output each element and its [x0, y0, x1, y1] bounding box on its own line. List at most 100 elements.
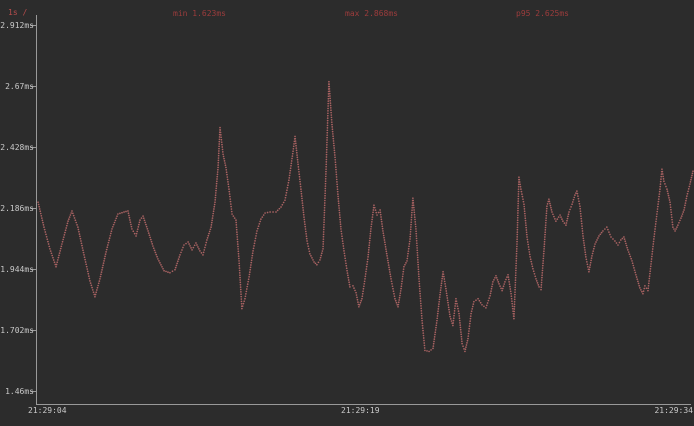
series-dot — [237, 252, 240, 255]
series-dot — [583, 244, 586, 247]
series-dot — [324, 182, 327, 185]
series-dot — [258, 222, 261, 225]
series-dot — [323, 223, 325, 226]
series-dot — [444, 285, 447, 288]
series-dot — [386, 255, 388, 257]
series-dot — [656, 205, 659, 208]
series-dot — [440, 282, 443, 285]
series-dot — [53, 261, 56, 264]
series-dot — [420, 305, 422, 307]
series-dot — [459, 324, 462, 327]
series-dot — [280, 206, 282, 208]
series-dot — [107, 244, 109, 246]
series-dot — [541, 264, 544, 267]
series-dot — [626, 246, 629, 249]
series-dot — [458, 317, 461, 320]
series-dot — [240, 291, 242, 293]
series-dot — [298, 173, 301, 176]
series-dot — [249, 268, 252, 271]
series-dot — [516, 228, 519, 231]
series-dot — [686, 192, 689, 195]
series-dot — [335, 178, 338, 181]
series-dot — [87, 272, 90, 275]
series-dot — [513, 308, 516, 310]
series-dot — [586, 261, 588, 263]
series-dot — [238, 271, 241, 274]
series-dot — [368, 242, 371, 244]
series-dot — [545, 210, 548, 212]
series-dot — [215, 187, 218, 190]
series-dot — [509, 288, 512, 290]
series-dot — [323, 214, 326, 216]
series-dot — [496, 278, 499, 281]
series-dot — [304, 225, 307, 228]
series-dot — [448, 311, 451, 313]
series-dot — [366, 260, 369, 263]
series-dot — [309, 253, 311, 255]
series-dot — [514, 291, 516, 294]
series-dot — [577, 197, 580, 200]
series-dot — [328, 83, 330, 85]
series-dot — [181, 249, 183, 251]
series-dot — [534, 275, 537, 278]
series-dot — [333, 151, 336, 154]
series-dot — [543, 240, 546, 243]
series-dot — [381, 227, 384, 230]
series-dot — [346, 269, 348, 272]
series-dot — [312, 259, 314, 261]
series-dot — [386, 257, 389, 260]
series-dot — [336, 188, 339, 191]
series-dot — [286, 189, 288, 192]
series-dot — [660, 173, 663, 176]
series-dot — [278, 207, 281, 210]
series-dot — [414, 225, 417, 228]
series-dot — [326, 122, 329, 124]
series-dot — [49, 250, 52, 252]
series-dot — [136, 230, 139, 233]
series-dot — [541, 274, 543, 277]
series-dot — [349, 286, 351, 288]
series-dot — [245, 290, 248, 293]
series-dot — [70, 212, 73, 214]
series-dot — [340, 230, 343, 233]
series-dot — [295, 144, 297, 147]
series-dot — [415, 232, 418, 235]
series-dot — [371, 216, 374, 218]
series-dot — [445, 292, 448, 295]
series-dot — [505, 278, 507, 281]
series-dot — [400, 287, 402, 290]
series-dot — [475, 299, 477, 302]
series-dot — [486, 302, 489, 304]
series-dot — [580, 220, 583, 222]
series-dot — [654, 223, 657, 225]
series-dot — [621, 237, 624, 240]
series-dot — [543, 245, 546, 248]
series-dot — [415, 239, 418, 242]
series-dot — [45, 233, 47, 236]
series-dot — [101, 268, 103, 271]
series-dot — [147, 230, 149, 232]
series-dot — [410, 221, 413, 224]
series-dot — [147, 232, 150, 234]
series-dot — [86, 270, 89, 273]
series-dot — [325, 165, 328, 168]
series-dot — [692, 170, 694, 173]
series-dot — [217, 164, 220, 166]
y-tick-label: 1.46ms — [5, 387, 34, 396]
series-dot — [240, 295, 243, 298]
series-dot — [364, 273, 367, 275]
series-dot — [135, 235, 137, 237]
y-tick-label: 1.702ms — [0, 326, 34, 335]
series-dot — [443, 280, 446, 283]
series-dot — [104, 255, 106, 258]
series-dot — [660, 178, 662, 180]
series-dot — [691, 172, 694, 175]
series-dot — [105, 251, 107, 253]
series-dot — [651, 253, 654, 255]
series-dot — [214, 201, 216, 204]
series-dot — [592, 250, 595, 253]
series-dot — [535, 277, 537, 280]
series-dot — [635, 276, 638, 278]
series-dot — [499, 285, 501, 287]
series-dot — [341, 240, 344, 242]
